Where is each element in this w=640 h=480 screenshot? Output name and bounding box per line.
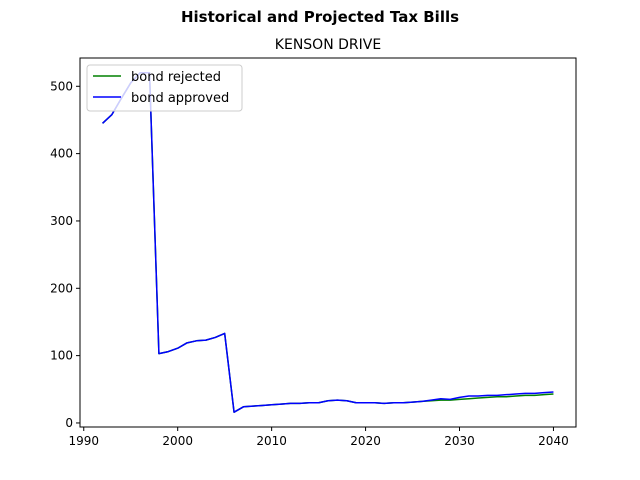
y-tick-label: 400: [50, 147, 73, 161]
series-layer: [102, 72, 554, 413]
x-tick-label: 2030: [444, 434, 475, 448]
y-tick-label: 500: [50, 79, 73, 93]
y-tick-label: 300: [50, 214, 73, 228]
x-axis: 1990 2000 2010 2020 2030 2040: [68, 427, 569, 448]
x-tick-label: 2040: [538, 434, 569, 448]
y-tick-label: 100: [50, 349, 73, 363]
plot-frame: [79, 57, 577, 428]
legend: bond rejected bond approved: [86, 64, 243, 112]
series-line-bond-rejected: [102, 72, 554, 413]
legend-label: bond rejected: [131, 70, 221, 85]
y-tick-label: 0: [65, 416, 73, 430]
x-tick-label: 2020: [350, 434, 381, 448]
legend-label: bond approved: [131, 91, 229, 106]
y-tick-label: 200: [50, 281, 73, 295]
y-axis: 0 100 200 300 400 500: [50, 79, 80, 430]
series-line-bond-approved: [102, 72, 554, 413]
legend-box: [86, 64, 243, 112]
x-tick-label: 1990: [68, 434, 99, 448]
x-tick-label: 2010: [256, 434, 287, 448]
chart-title: KENSON DRIVE: [275, 37, 381, 53]
x-tick-label: 2000: [162, 434, 193, 448]
chart-suptitle: Historical and Projected Tax Bills: [181, 8, 459, 26]
